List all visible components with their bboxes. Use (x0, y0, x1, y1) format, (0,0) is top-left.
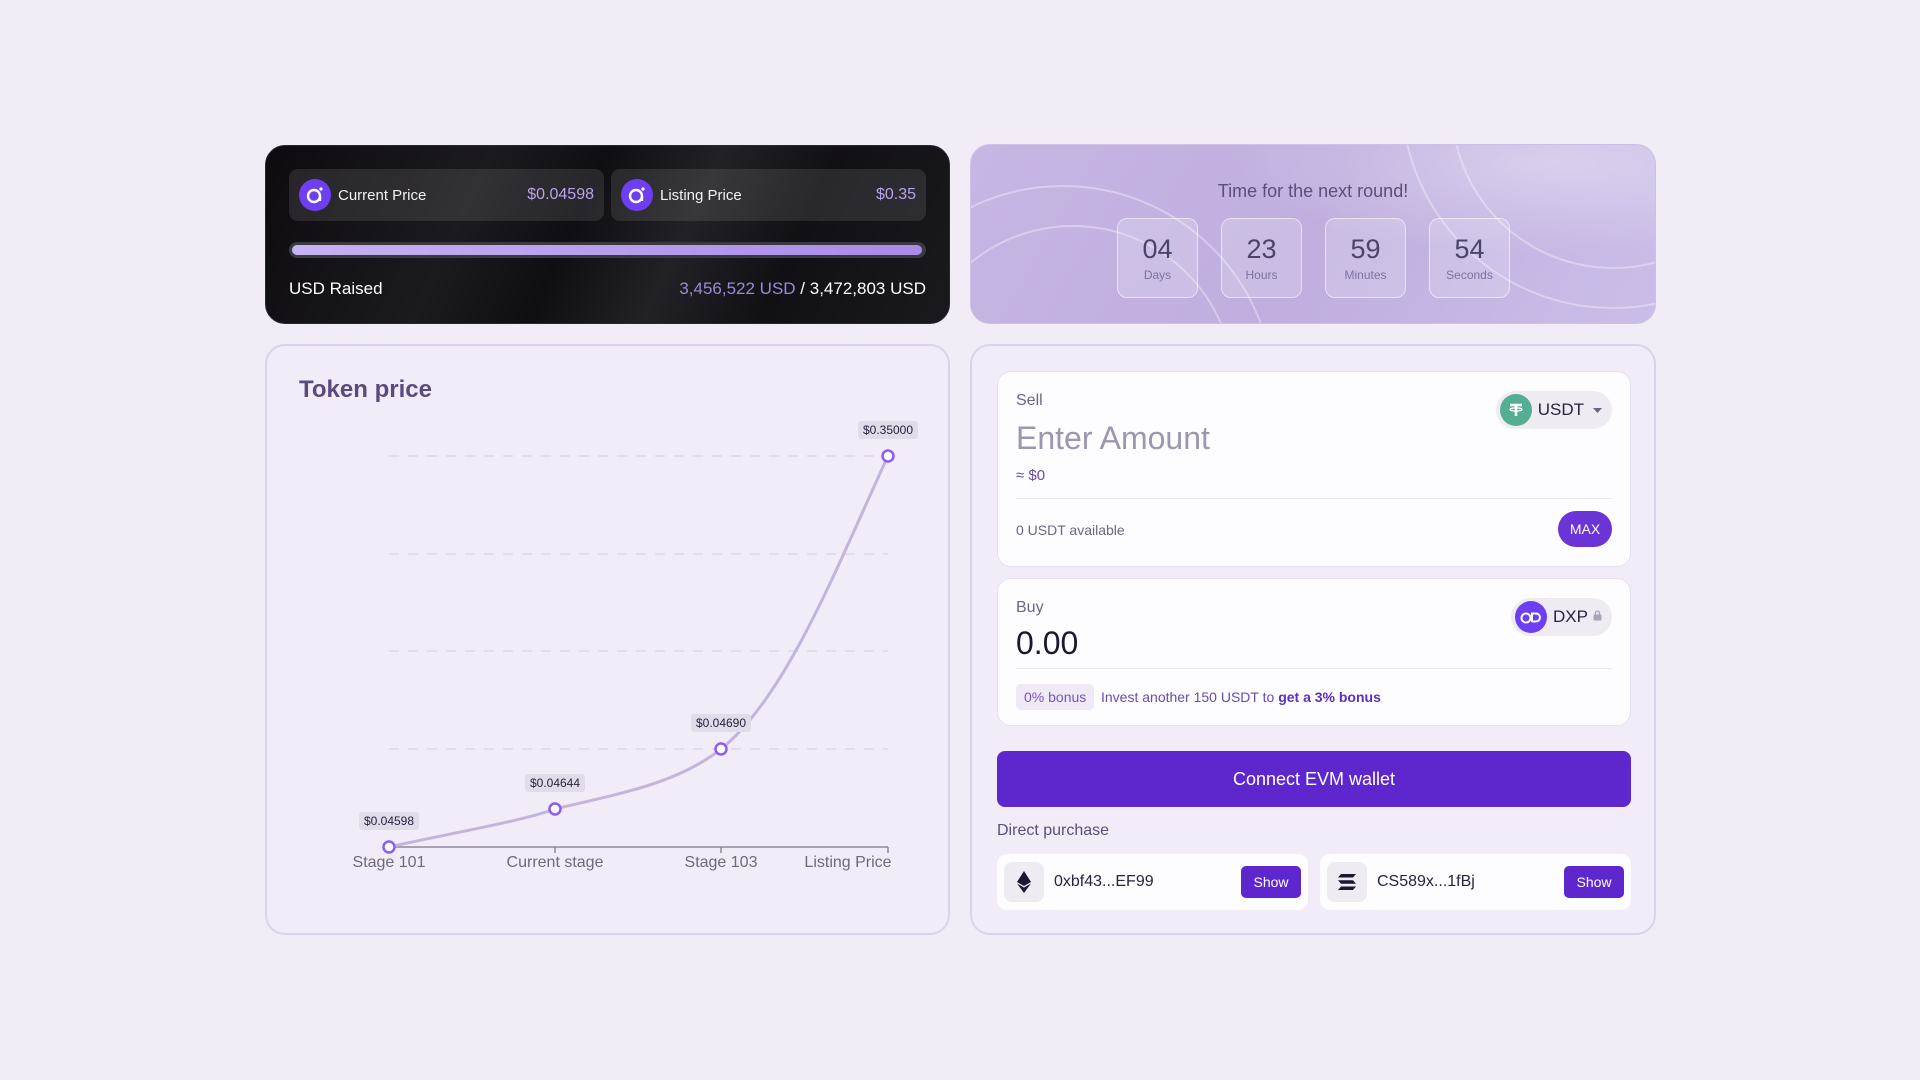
sell-token-select[interactable]: USDT (1495, 391, 1612, 429)
swap-card: Sell ≈ $0 USDT 0 USDT available MAX Buy … (970, 344, 1656, 935)
countdown-seconds: 54 Seconds (1429, 218, 1510, 298)
show-eth-address-button[interactable]: Show (1241, 866, 1301, 898)
countdown-value: 04 (1142, 234, 1173, 264)
usd-raised-current: 3,456,522 USD (679, 279, 796, 298)
buy-token-display: DXP (1511, 598, 1612, 636)
countdown-value: 23 (1246, 234, 1277, 264)
dxp-icon (1515, 601, 1548, 633)
x-tick-label: Stage 101 (353, 854, 426, 871)
countdown-days: 04 Days (1117, 218, 1198, 298)
solana-icon (1327, 862, 1367, 902)
direct-purchase-label: Direct purchase (997, 822, 1110, 839)
sell-label: Sell (1016, 392, 1043, 409)
countdown-title: Time for the next round! (1217, 181, 1409, 201)
data-label: $0.35000 (863, 423, 913, 437)
listing-price-pill: Listing Price $0.35 (611, 169, 926, 221)
show-sol-address-button[interactable]: Show (1564, 866, 1624, 898)
token-price-chart-card: Token price Stage 101 Current stage Stage … (265, 344, 950, 935)
connect-wallet-button[interactable]: Connect EVM wallet (997, 751, 1631, 807)
data-label-bg (691, 714, 751, 732)
x-tick-label: Current stage (507, 854, 604, 871)
sell-token-name: USDT (1537, 400, 1584, 419)
countdown-value: 54 (1454, 234, 1485, 264)
countdown-hours: 23 Hours (1221, 218, 1302, 298)
buy-amount: 0.00 (1016, 625, 1079, 661)
sol-address: CS589x...1fBj (1377, 873, 1475, 890)
eth-address-box: 0xbf43...EF99 Show (997, 854, 1308, 910)
bonus-badge: 0% bonus (1016, 684, 1095, 710)
countdown-value: 59 (1350, 234, 1381, 264)
listing-price-label: Listing Price (660, 186, 742, 204)
ethereum-icon (1004, 862, 1044, 902)
current-price-label: Current Price (338, 186, 427, 204)
buy-label: Buy (1016, 599, 1044, 616)
current-price-pill: Current Price $0.04598 (289, 169, 604, 221)
eth-address: 0xbf43...EF99 (1054, 873, 1154, 890)
countdown-card: Time for the next round! 04 Days 23 Hour… (970, 144, 1656, 324)
available-balance: 0 USDT available (1016, 522, 1125, 538)
countdown-unit: Days (1143, 268, 1172, 282)
buy-panel: Buy 0.00 DXP 0% bonus Invest another 150… (997, 578, 1631, 726)
usd-raised-separator: / (795, 279, 810, 298)
data-label: $0.04690 (696, 716, 746, 730)
price-point (714, 742, 728, 756)
x-tick-label: Listing Price (804, 854, 891, 871)
price-point (881, 449, 895, 463)
data-label: $0.04598 (364, 814, 414, 828)
lock-icon (1593, 608, 1602, 626)
chevron-down-icon (1593, 401, 1602, 419)
sell-amount-input[interactable] (1016, 420, 1456, 457)
raise-progress-bar (289, 242, 926, 258)
sol-address-box: CS589x...1fBj Show (1320, 854, 1631, 910)
countdown-unit: Hours (1245, 268, 1278, 282)
sell-usd-value: ≈ $0 (1016, 467, 1046, 484)
buy-token-name: DXP (1553, 607, 1588, 626)
usd-raised-values: 3,456,522 USD / 3,472,803 USD (679, 279, 926, 299)
bonus-highlight: get a 3% bonus (1278, 689, 1381, 705)
dxp-logo-icon (621, 179, 653, 211)
dxp-logo-icon (299, 179, 331, 211)
price-card: Current Price $0.04598 Listing Price $0.… (265, 145, 950, 324)
usd-raised-label: USD Raised (289, 279, 383, 298)
usd-raised-total: 3,472,803 USD (809, 279, 926, 298)
token-price-chart: Stage 101 Current stage Stage 103 Listing P… (353, 421, 918, 871)
data-label-bg (525, 774, 585, 792)
sell-divider (1016, 498, 1612, 499)
listing-price-value: $0.35 (875, 186, 916, 203)
x-tick-label: Stage 103 (685, 854, 758, 871)
countdown-minutes: 59 Minutes (1325, 218, 1406, 298)
data-label-bg (359, 812, 419, 830)
raise-progress-fill (292, 245, 922, 255)
countdown-unit: Minutes (1344, 268, 1387, 282)
sell-panel: Sell ≈ $0 USDT 0 USDT available MAX (997, 371, 1631, 567)
price-point (548, 802, 562, 816)
max-button[interactable]: MAX (1558, 511, 1612, 547)
chart-title: Token price (299, 376, 432, 403)
current-price-value: $0.04598 (527, 186, 594, 203)
usdt-icon (1499, 394, 1532, 426)
countdown-timer: 04 Days 23 Hours 59 Minutes 54 Seconds (1117, 218, 1510, 298)
countdown-unit: Seconds (1446, 268, 1493, 282)
price-line (388, 455, 890, 849)
bonus-prefix: Invest another 150 USDT to (1101, 689, 1279, 705)
data-label-bg (858, 421, 918, 439)
data-label: $0.04644 (530, 776, 580, 790)
bonus-message: Invest another 150 USDT to get a 3% bonu… (1101, 689, 1381, 705)
price-point (382, 840, 396, 854)
buy-divider (1016, 668, 1612, 669)
